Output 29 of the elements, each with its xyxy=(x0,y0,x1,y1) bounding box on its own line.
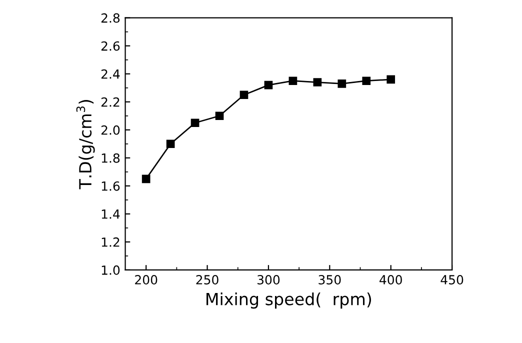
x-axis-title: Mixing speed( rpm) xyxy=(206,292,372,309)
point xyxy=(362,76,371,86)
x-tick-label: 450 xyxy=(440,275,464,284)
x-tick-label: 200 xyxy=(135,275,158,284)
y-tick-label: 1.2 xyxy=(102,237,120,247)
y-tick-label: 1.4 xyxy=(102,210,120,219)
point xyxy=(386,75,396,84)
point xyxy=(142,174,150,184)
y-tick-label: 2.2 xyxy=(101,97,120,107)
point xyxy=(264,80,273,90)
y-tick-label: 1.6 xyxy=(102,181,120,191)
x-tick-label: 250 xyxy=(196,275,218,284)
y-tick-label: 1.8 xyxy=(102,153,120,163)
y-axis-title: T.D(g/cm$^{3}$) xyxy=(76,100,95,190)
point xyxy=(338,79,346,88)
point xyxy=(240,90,248,100)
point xyxy=(190,118,200,128)
x-tick-label: 300 xyxy=(257,275,280,284)
y-tick-label: 2.0 xyxy=(101,125,120,135)
y-tick-label: 1.0 xyxy=(102,265,120,275)
x-tick-label: 400 xyxy=(380,275,402,284)
point xyxy=(313,78,322,86)
y-tick-label: 2.4 xyxy=(101,69,120,79)
point xyxy=(288,76,298,86)
x-tick-label: 350 xyxy=(318,275,341,284)
point xyxy=(166,140,175,148)
point xyxy=(215,112,224,120)
y-tick-label: 2.8 xyxy=(101,13,120,23)
y-tick-label: 2.6 xyxy=(101,41,120,51)
